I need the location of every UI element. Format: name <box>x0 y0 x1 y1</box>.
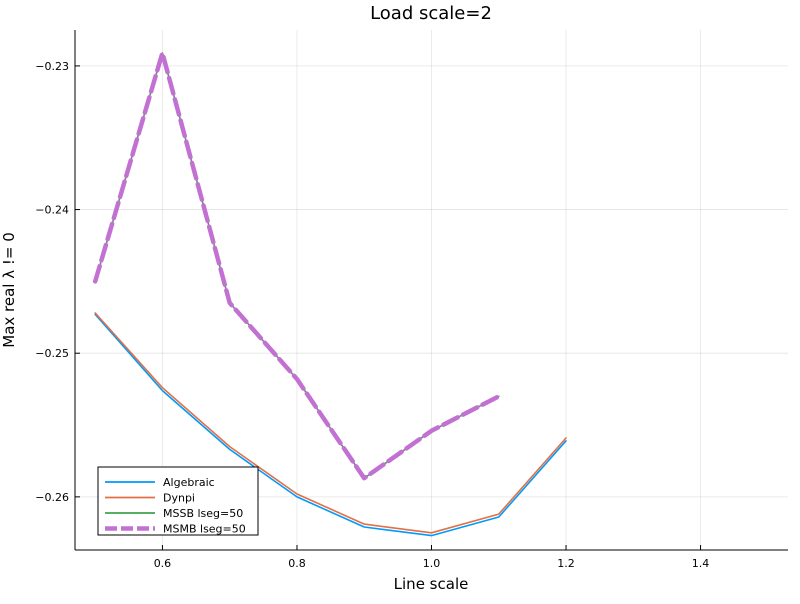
x-tick-label: 1.4 <box>692 557 710 570</box>
x-tick-label: 1.2 <box>557 557 575 570</box>
y-tick-label: −0.23 <box>35 60 69 73</box>
y-tick-label: −0.26 <box>35 491 69 504</box>
x-tick-label: 0.6 <box>154 557 172 570</box>
series-line-dynpi <box>94 312 567 534</box>
x-tick-label: 1.0 <box>423 557 441 570</box>
legend-label: MSMB lseg=50 <box>163 523 246 536</box>
legend-box <box>97 466 259 536</box>
series-line-msmb-lseg-50 <box>92 50 502 481</box>
y-tick-label: −0.24 <box>35 204 69 217</box>
legend-label: Dynpi <box>163 492 195 505</box>
x-tick-label: 0.8 <box>288 557 306 570</box>
series-lines <box>92 50 567 537</box>
legend: Algebraic Dynpi MSSB lseg=50 MSMB lseg=50 <box>97 466 259 536</box>
y-tick-label: −0.25 <box>35 347 69 360</box>
legend-label: MSSB lseg=50 <box>163 507 243 520</box>
x-axis-label: Line scale <box>394 575 469 593</box>
y-axis-label: Max real λ != 0 <box>0 232 18 348</box>
series-line-algebraic <box>94 313 567 537</box>
axis-ticks: 0.6 0.8 1.0 1.2 1.4 −0.23 −0.24 −0.25 −0.26 <box>35 60 709 570</box>
legend-label: Algebraic <box>163 476 215 489</box>
chart-title: Load scale=2 <box>370 3 492 24</box>
